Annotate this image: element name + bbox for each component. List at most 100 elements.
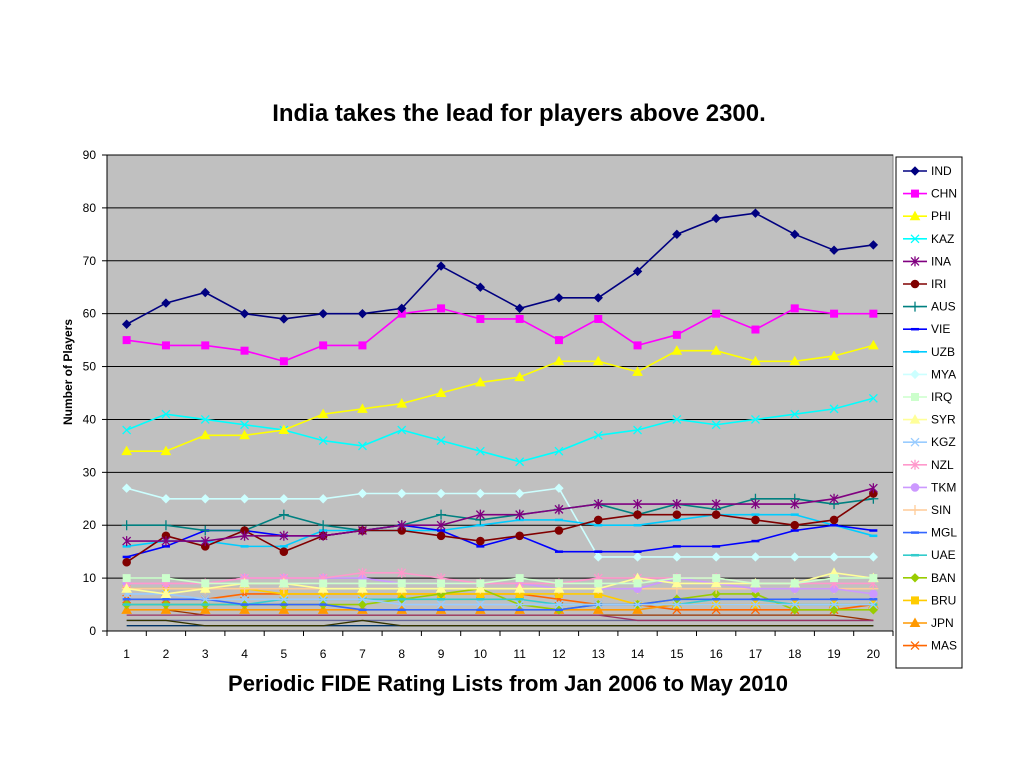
data-point-kaz: [161, 409, 171, 419]
legend-item-kgz: KGZ: [903, 435, 956, 449]
data-point-ind: [200, 287, 210, 298]
legend-marker: [911, 189, 919, 198]
data-point-ind: [829, 245, 839, 255]
data-point-jpn: [317, 604, 329, 614]
data-point-phi: [239, 429, 250, 440]
data-point-mya: [279, 494, 289, 504]
data-point-phi: [553, 355, 565, 366]
data-point-mya: [318, 494, 328, 504]
series-line-mya: [126, 487, 874, 558]
data-point-irq: [515, 574, 524, 583]
data-point-kaz: [475, 446, 485, 456]
legend-marker: [910, 573, 920, 583]
series-chn: [122, 304, 878, 366]
y-tick-label: 50: [83, 360, 97, 374]
data-point-mya: [672, 552, 682, 562]
data-point-chn: [437, 304, 446, 313]
legend-label: KAZ: [931, 232, 954, 246]
data-point-phi: [789, 355, 801, 366]
data-point-kgz: [672, 600, 682, 610]
data-point-jpn: [278, 604, 290, 614]
data-point-iri: [122, 557, 131, 567]
y-tick-label: 80: [83, 201, 97, 215]
legend-item-sin: SIN: [903, 503, 951, 517]
data-point-jpn: [160, 604, 172, 614]
data-point-irq: [201, 579, 210, 588]
data-point-phi: [121, 445, 133, 456]
data-point-chn: [319, 341, 328, 350]
y-tick-label: 0: [89, 624, 96, 638]
series-ina: [122, 483, 878, 547]
data-point-irq: [161, 574, 170, 583]
data-point-phi: [317, 408, 329, 419]
legend-marker: [909, 617, 921, 627]
data-point-phi: [867, 339, 879, 350]
data-point-syr: [357, 583, 368, 593]
legend-item-mas: MAS: [903, 639, 957, 653]
data-point-chn: [633, 341, 642, 350]
data-point-chn: [122, 336, 131, 345]
series-line-phi: [126, 344, 874, 452]
legend-marker: [910, 483, 920, 492]
legend-marker: [910, 301, 920, 312]
data-point-irq: [122, 574, 131, 583]
legend-label: TKM: [931, 480, 956, 494]
data-point-kgz: [279, 594, 289, 604]
data-point-kaz: [122, 425, 132, 435]
data-point-jpn: [239, 604, 250, 614]
y-tick-label: 30: [83, 465, 97, 479]
data-point-iri: [633, 510, 642, 519]
data-point-kgz: [240, 594, 250, 604]
data-point-syr: [317, 583, 329, 593]
data-point-kaz: [554, 446, 564, 456]
y-tick-label: 40: [83, 412, 97, 426]
y-axis-label: Number of Players: [61, 319, 75, 425]
series-line-mgl: [126, 598, 874, 611]
data-point-irq: [240, 579, 249, 588]
data-point-irq: [751, 579, 760, 588]
data-point-aus: [318, 520, 329, 531]
series-line-ina: [126, 487, 874, 542]
data-point-kgz: [397, 600, 407, 610]
legend-marker: [910, 166, 920, 176]
data-point-mya: [475, 488, 486, 499]
data-point-mya: [554, 483, 564, 493]
y-tick-label: 60: [83, 307, 97, 321]
data-point-kaz: [200, 414, 210, 424]
x-tick-label: 9: [438, 647, 445, 661]
data-point-ina: [200, 536, 210, 547]
x-tick-label: 14: [631, 647, 645, 661]
legend-label: IND: [931, 164, 952, 178]
data-point-mya: [711, 552, 721, 562]
data-point-chn: [712, 309, 721, 318]
data-point-syr: [396, 583, 408, 593]
data-point-ina: [711, 499, 721, 510]
data-point-kgz: [318, 594, 328, 604]
data-point-kaz: [436, 436, 446, 446]
data-point-ind: [475, 282, 486, 292]
legend-item-mya: MYA: [903, 367, 956, 381]
series-irq: [122, 574, 878, 588]
series-mya: [121, 483, 879, 562]
data-point-jpn: [121, 604, 133, 614]
legend-label: CHN: [931, 187, 957, 201]
data-point-chn: [790, 304, 799, 313]
data-point-syr: [199, 583, 211, 593]
x-tick-label: 1: [123, 647, 130, 661]
x-tick-label: 19: [827, 647, 841, 661]
data-point-ind: [750, 208, 761, 218]
data-point-syr: [671, 577, 683, 588]
data-point-kaz: [868, 393, 878, 403]
legend-marker: [911, 393, 919, 401]
data-point-mya: [593, 552, 603, 562]
data-point-ban: [829, 605, 839, 615]
data-point-iri: [436, 531, 446, 541]
legend-item-iri: IRI: [903, 277, 946, 291]
data-point-irq: [672, 574, 681, 583]
chart-title: India takes the lead for players above 2…: [272, 100, 766, 127]
legend-item-chn: CHN: [903, 187, 957, 201]
series-line-irq: [126, 577, 874, 585]
x-tick-label: 8: [398, 647, 405, 661]
data-point-nzl: [397, 567, 407, 578]
data-point-syr: [514, 583, 526, 593]
